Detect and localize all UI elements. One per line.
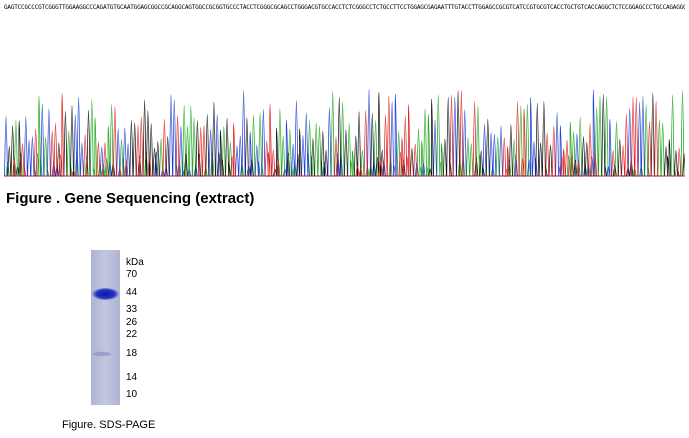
trace-t [4, 89, 685, 177]
marker-label: 33 [126, 304, 138, 315]
protein-band-minor [93, 351, 111, 357]
protein-band-main [92, 288, 119, 300]
marker-label: 10 [126, 389, 138, 400]
sds-page-gel [91, 250, 120, 405]
trace-g [4, 89, 685, 177]
trace-a [4, 89, 685, 177]
sequencing-chromatogram [4, 88, 685, 177]
marker-label: 14 [126, 372, 138, 383]
marker-label: 26 [126, 317, 138, 328]
marker-label: 18 [126, 348, 138, 359]
gel-lane [91, 250, 120, 405]
marker-label: 70 [126, 269, 138, 280]
gel-unit-label: kDa [126, 257, 144, 268]
trace-c [4, 88, 685, 177]
sequence-text: GAGTCCGCCCGTCGGGTTGGAAGGCCCAGATGTGCAATGG… [4, 4, 685, 11]
gene-sequencing-caption: Figure . Gene Sequencing (extract) [6, 190, 255, 207]
marker-label: 44 [126, 287, 138, 298]
marker-label: 22 [126, 329, 138, 340]
sds-page-caption: Figure. SDS-PAGE [62, 419, 156, 431]
